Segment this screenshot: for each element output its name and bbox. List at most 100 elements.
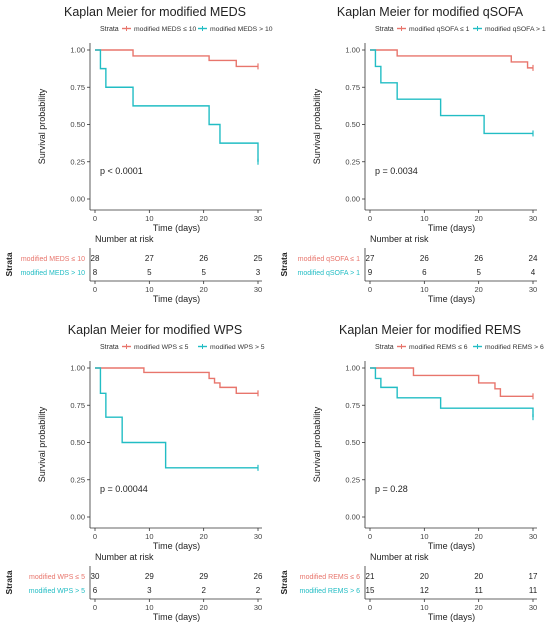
- y-tick-label: 1.00: [70, 46, 85, 55]
- risk-count: 3: [256, 268, 261, 277]
- risk-x-tick-label: 10: [420, 285, 428, 294]
- chart-title: Kaplan Meier for modified WPS: [68, 323, 242, 337]
- risk-count: 26: [199, 254, 208, 263]
- p-value: p = 0.0034: [375, 166, 418, 176]
- y-axis-label: Survival probability: [312, 88, 322, 164]
- y-tick-label: 0.50: [70, 120, 85, 129]
- risk-x-tick-label: 0: [93, 285, 97, 294]
- risk-x-tick-label: 20: [199, 285, 207, 294]
- risk-count: 11: [475, 586, 484, 595]
- y-tick-label: 1.00: [345, 364, 360, 373]
- x-axis-label: Time (days): [153, 223, 200, 233]
- p-value: p < 0.0001: [100, 166, 143, 176]
- risk-count: 12: [420, 586, 429, 595]
- x-tick-label: 30: [254, 532, 262, 541]
- risk-x-axis-label: Time (days): [153, 612, 200, 622]
- risk-count: 26: [420, 254, 429, 263]
- risk-row-label-0: modified REMS ≤ 6: [300, 574, 360, 581]
- y-axis-label: Survival probability: [312, 406, 322, 482]
- risk-count: 20: [420, 572, 429, 581]
- risk-count: 24: [529, 254, 538, 263]
- risk-count: 27: [145, 254, 154, 263]
- risk-strata-label: Strata: [279, 252, 289, 276]
- risk-x-axis-label: Time (days): [428, 294, 475, 304]
- survival-curve-0: [370, 367, 533, 398]
- risk-x-tick-label: 10: [145, 285, 153, 294]
- y-tick-label: 1.00: [345, 46, 360, 55]
- risk-table-title: Number at risk: [95, 234, 154, 244]
- x-tick-label: 10: [145, 532, 153, 541]
- risk-count: 26: [254, 572, 263, 581]
- risk-x-tick-label: 0: [368, 603, 372, 612]
- risk-count: 2: [201, 586, 206, 595]
- y-tick-label: 0.25: [345, 475, 360, 484]
- survival-curve-1: [370, 367, 534, 418]
- risk-row-label-0: modified MEDS ≤ 10: [21, 256, 85, 263]
- risk-strata-label: Strata: [4, 252, 14, 276]
- y-tick-label: 0.50: [345, 438, 360, 447]
- x-tick-label: 30: [529, 532, 537, 541]
- chart-title: Kaplan Meier for modified qSOFA: [337, 5, 524, 19]
- risk-count: 6: [93, 586, 98, 595]
- y-tick-label: 0.75: [345, 401, 360, 410]
- p-value: p = 0.00044: [100, 484, 148, 494]
- y-tick-label: 0.00: [70, 513, 85, 522]
- risk-count: 4: [531, 268, 536, 277]
- y-tick-label: 0.25: [70, 157, 85, 166]
- y-tick-label: 0.00: [345, 513, 360, 522]
- x-tick-label: 20: [199, 214, 207, 223]
- risk-count: 11: [529, 586, 538, 595]
- risk-count: 15: [366, 586, 375, 595]
- legend-label-1: modified WPS > 5: [210, 344, 265, 351]
- km-chart-svg: Kaplan Meier for modified REMS Strata modi…: [279, 323, 544, 622]
- legend: Strata modified REMS ≤ 6 modified REMS > 6: [375, 344, 544, 351]
- chart-title: Kaplan Meier for modified MEDS: [64, 5, 246, 19]
- km-chart-svg: Kaplan Meier for modified MEDS Strata modi…: [4, 5, 273, 304]
- legend-label-1: modified MEDS > 10: [210, 26, 273, 33]
- y-tick-label: 0.75: [70, 83, 85, 92]
- risk-row-label-0: modified WPS ≤ 5: [29, 574, 85, 581]
- risk-x-tick-label: 30: [529, 603, 537, 612]
- p-value: p = 0.28: [375, 484, 408, 494]
- km-panel-meds: Kaplan Meier for modified MEDS Strata modi…: [0, 0, 275, 317]
- legend-title: Strata: [100, 344, 119, 351]
- risk-table-title: Number at risk: [95, 552, 154, 562]
- legend-label-0: modified WPS ≤ 5: [134, 344, 189, 351]
- risk-x-tick-label: 20: [474, 285, 482, 294]
- risk-row-label-1: modified qSOFA > 1: [298, 270, 361, 277]
- x-tick-label: 20: [199, 532, 207, 541]
- survival-curve-0: [370, 49, 533, 69]
- x-tick-label: 30: [529, 214, 537, 223]
- km-panel-wps: Kaplan Meier for modified WPS Strata modif…: [0, 318, 275, 635]
- risk-count: 20: [474, 572, 483, 581]
- risk-table-title: Number at risk: [370, 234, 429, 244]
- km-chart-svg: Kaplan Meier for modified qSOFA Strata mod…: [279, 5, 546, 304]
- survival-curve-1: [95, 367, 258, 469]
- x-tick-label: 20: [474, 214, 482, 223]
- risk-row-label-0: modified qSOFA ≤ 1: [298, 256, 360, 263]
- y-tick-label: 0.75: [70, 401, 85, 410]
- x-tick-label: 0: [368, 532, 372, 541]
- y-tick-label: 0.75: [345, 83, 360, 92]
- risk-x-tick-label: 10: [145, 603, 153, 612]
- y-axis-label: Survival probability: [37, 88, 47, 164]
- x-axis-label: Time (days): [153, 541, 200, 551]
- km-chart-svg: Kaplan Meier for modified WPS Strata modif…: [4, 323, 265, 622]
- y-tick-label: 0.50: [345, 120, 360, 129]
- risk-count: 8: [93, 268, 98, 277]
- y-tick-label: 0.25: [345, 157, 360, 166]
- legend: Strata modified WPS ≤ 5 modified WPS > 5: [100, 344, 265, 351]
- y-tick-label: 0.00: [70, 195, 85, 204]
- legend-title: Strata: [100, 26, 119, 33]
- y-tick-label: 0.00: [345, 195, 360, 204]
- risk-count: 21: [366, 572, 375, 581]
- x-tick-label: 10: [420, 532, 428, 541]
- survival-curve-1: [370, 49, 533, 135]
- risk-count: 30: [91, 572, 100, 581]
- risk-x-tick-label: 30: [254, 603, 262, 612]
- legend-title: Strata: [375, 344, 394, 351]
- y-tick-label: 0.50: [70, 438, 85, 447]
- risk-x-axis-label: Time (days): [153, 294, 200, 304]
- risk-x-tick-label: 10: [420, 603, 428, 612]
- survival-curve-0: [95, 367, 258, 395]
